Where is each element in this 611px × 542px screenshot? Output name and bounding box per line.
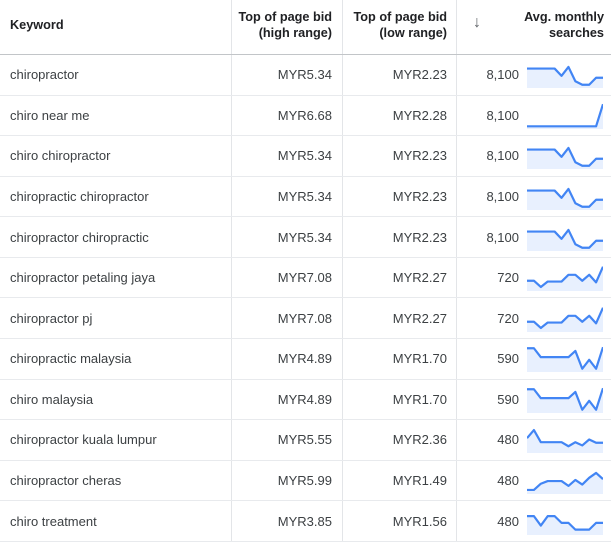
avg-monthly-searches-cell: 8,100 [457, 96, 611, 136]
search-volume-value: 590 [497, 351, 519, 367]
table-row[interactable]: chiro malaysia MYR4.89 MYR1.70 590 [0, 379, 611, 421]
avg-monthly-searches-cell: 8,100 [457, 55, 611, 95]
low-bid-cell: MYR2.23 [343, 55, 457, 95]
table-row[interactable]: chiropractic malaysia MYR4.89 MYR1.70 59… [0, 339, 611, 380]
search-volume-value: 590 [497, 391, 519, 407]
search-volume-value: 8,100 [486, 189, 519, 205]
search-volume-value: 480 [497, 432, 519, 448]
table-row[interactable]: chiropractic chiropractor MYR5.34 MYR2.2… [0, 176, 611, 218]
search-trend-sparkline [527, 264, 603, 292]
keyword-cell[interactable]: chiropractor [0, 55, 232, 95]
search-volume-value: 8,100 [486, 107, 519, 123]
search-trend-sparkline [527, 467, 603, 495]
search-volume-value: 480 [497, 513, 519, 529]
avg-monthly-searches-cell: 480 [457, 501, 611, 541]
avg-monthly-searches-cell: 720 [457, 298, 611, 338]
high-bid-cell: MYR6.68 [232, 95, 343, 136]
low-bid-cell: MYR1.49 [343, 460, 457, 501]
high-bid-cell: MYR4.89 [232, 339, 343, 379]
high-bid-cell: MYR5.34 [232, 136, 343, 176]
column-header-top-bid-low-range[interactable]: Top of page bid (low range) [343, 0, 457, 54]
column-header-top-bid-high-range[interactable]: Top of page bid (high range) [232, 0, 343, 54]
avg-monthly-searches-cell: 8,100 [457, 217, 611, 257]
column-header-avg-monthly-searches[interactable]: Avg. monthly searches [524, 10, 604, 40]
low-bid-cell: MYR1.70 [343, 339, 457, 379]
low-bid-cell: MYR1.56 [343, 501, 457, 541]
high-bid-cell: MYR5.34 [232, 55, 343, 95]
table-row[interactable]: chiropractor MYR5.34 MYR2.23 8,100 [0, 55, 611, 96]
keyword-cell[interactable]: chiro near me [0, 95, 232, 136]
search-volume-value: 720 [497, 270, 519, 286]
search-volume-value: 720 [497, 310, 519, 326]
search-trend-sparkline [527, 508, 603, 535]
table-body: chiropractor MYR5.34 MYR2.23 8,100 chiro… [0, 55, 611, 542]
high-bid-cell: MYR7.08 [232, 298, 343, 339]
table-header: Keyword Top of page bid (high range) Top… [0, 0, 611, 55]
avg-monthly-searches-cell: 590 [457, 380, 611, 420]
table-row[interactable]: chiropractor pj MYR7.08 MYR2.27 720 [0, 298, 611, 340]
high-bid-cell: MYR5.34 [232, 176, 343, 217]
column-header-keyword[interactable]: Keyword [0, 0, 232, 54]
keyword-cell[interactable]: chiropractic chiropractor [0, 176, 232, 217]
avg-monthly-searches-cell: 8,100 [457, 177, 611, 217]
keyword-cell[interactable]: chiropractor chiropractic [0, 217, 232, 257]
low-bid-cell: MYR2.23 [343, 176, 457, 217]
search-volume-value: 8,100 [486, 148, 519, 164]
search-volume-value: 8,100 [486, 229, 519, 245]
search-volume-value: 480 [497, 473, 519, 489]
search-trend-sparkline [527, 426, 603, 454]
low-bid-cell: MYR1.70 [343, 379, 457, 420]
keyword-cell[interactable]: chiro chiropractor [0, 136, 232, 176]
high-bid-cell: MYR4.89 [232, 379, 343, 420]
keyword-cell[interactable]: chiropractic malaysia [0, 339, 232, 379]
table-row[interactable]: chiropractor cheras MYR5.99 MYR1.49 480 [0, 460, 611, 502]
search-trend-sparkline [527, 142, 603, 170]
search-trend-sparkline [527, 61, 603, 89]
table-row[interactable]: chiropractor petaling jaya MYR7.08 MYR2.… [0, 257, 611, 299]
search-trend-sparkline [527, 224, 603, 251]
keyword-cell[interactable]: chiropractor cheras [0, 460, 232, 501]
high-bid-cell: MYR5.55 [232, 420, 343, 460]
avg-monthly-searches-cell: 480 [457, 461, 611, 501]
table-row[interactable]: chiropractor chiropractic MYR5.34 MYR2.2… [0, 217, 611, 258]
low-bid-cell: MYR2.27 [343, 257, 457, 298]
avg-monthly-searches-cell: 590 [457, 339, 611, 379]
keyword-cell[interactable]: chiropractor pj [0, 298, 232, 339]
avg-monthly-searches-cell: 480 [457, 420, 611, 460]
search-trend-sparkline [527, 183, 603, 211]
search-volume-value: 8,100 [486, 67, 519, 83]
keyword-cell[interactable]: chiro malaysia [0, 379, 232, 420]
avg-monthly-searches-cell: 720 [457, 258, 611, 298]
search-trend-sparkline [527, 345, 603, 373]
search-trend-sparkline [527, 386, 603, 413]
keyword-cell[interactable]: chiropractor kuala lumpur [0, 420, 232, 460]
table-row[interactable]: chiro treatment MYR3.85 MYR1.56 480 [0, 501, 611, 542]
low-bid-cell: MYR2.23 [343, 136, 457, 176]
low-bid-cell: MYR2.27 [343, 298, 457, 339]
avg-monthly-searches-cell: 8,100 [457, 136, 611, 176]
table-row[interactable]: chiropractor kuala lumpur MYR5.55 MYR2.3… [0, 420, 611, 461]
low-bid-cell: MYR2.28 [343, 95, 457, 136]
sort-descending-arrow-icon[interactable]: ↓ [473, 14, 481, 31]
high-bid-cell: MYR7.08 [232, 257, 343, 298]
keyword-cell[interactable]: chiro treatment [0, 501, 232, 541]
table-row[interactable]: chiro near me MYR6.68 MYR2.28 8,100 [0, 95, 611, 137]
high-bid-cell: MYR3.85 [232, 501, 343, 541]
low-bid-cell: MYR2.36 [343, 420, 457, 460]
high-bid-cell: MYR5.99 [232, 460, 343, 501]
high-bid-cell: MYR5.34 [232, 217, 343, 257]
search-trend-sparkline [527, 305, 603, 332]
search-trend-sparkline [527, 102, 603, 129]
keyword-cell[interactable]: chiropractor petaling jaya [0, 257, 232, 298]
table-row[interactable]: chiro chiropractor MYR5.34 MYR2.23 8,100 [0, 136, 611, 177]
low-bid-cell: MYR2.23 [343, 217, 457, 257]
